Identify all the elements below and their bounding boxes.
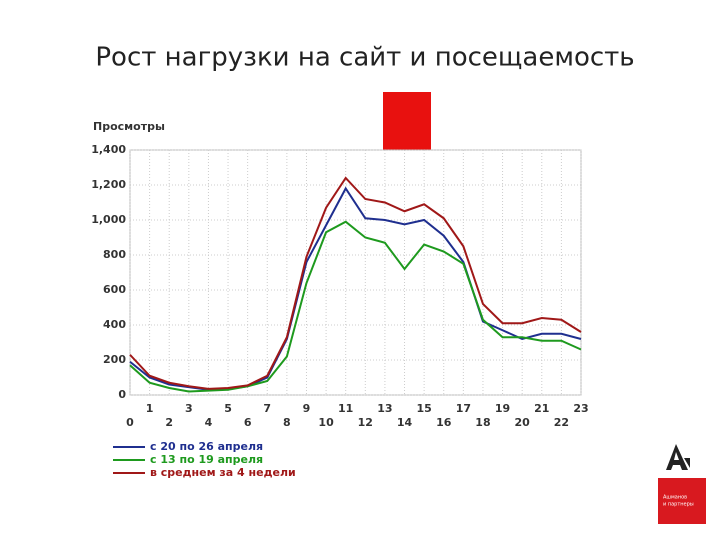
- x-tick-label: 0: [126, 416, 134, 429]
- logo-text: Ашманов: [663, 495, 687, 501]
- y-tick-label: 200: [103, 353, 126, 366]
- y-tick-label: 600: [103, 283, 126, 296]
- logo-box: [658, 478, 706, 524]
- x-tick-label: 15: [416, 402, 431, 415]
- x-tick-label: 13: [377, 402, 392, 415]
- plot-area: [129, 149, 582, 396]
- y-tick-label: 1,200: [91, 178, 126, 191]
- x-tick-label: 19: [495, 402, 510, 415]
- x-tick-label: 10: [318, 416, 334, 429]
- x-tick-label: 22: [554, 416, 569, 429]
- legend-label: в среднем за 4 недели: [150, 466, 296, 479]
- series-line: [129, 176, 582, 390]
- legend-label: с 20 по 26 апреля: [150, 440, 263, 453]
- x-tick-label: 3: [185, 402, 193, 415]
- legend-label: с 13 по 19 апреля: [150, 453, 263, 466]
- series-line: [129, 220, 582, 393]
- x-tick-label: 18: [475, 416, 490, 429]
- x-tick-label: 4: [205, 416, 213, 429]
- logo-text: и партнеры: [663, 502, 694, 508]
- x-tick-label: 7: [263, 402, 271, 415]
- x-tick-label: 5: [224, 402, 232, 415]
- y-tick-label: 0: [118, 388, 126, 401]
- slide-title: Рост нагрузки на сайт и посещаемость: [95, 43, 634, 73]
- y-tick-label: 400: [103, 318, 126, 331]
- y-tick-label: 1,400: [91, 143, 126, 156]
- x-tick-label: 20: [515, 416, 531, 429]
- x-tick-label: 12: [358, 416, 373, 429]
- x-tick-label: 2: [165, 416, 173, 429]
- x-tick-label: 9: [303, 402, 311, 415]
- y-axis-label: Просмотры: [93, 120, 165, 133]
- y-tick-label: 1,000: [91, 213, 126, 226]
- x-tick-label: 14: [397, 416, 413, 429]
- x-tick-label: 1: [146, 402, 154, 415]
- x-tick-label: 23: [573, 402, 588, 415]
- x-tick-label: 17: [456, 402, 471, 415]
- plot: 02004006008001,0001,2001,400012345678910…: [91, 143, 588, 479]
- x-tick-label: 21: [534, 402, 549, 415]
- x-tick-label: 11: [338, 402, 353, 415]
- logo-icon: [666, 444, 690, 470]
- x-tick-label: 6: [244, 416, 252, 429]
- y-tick-label: 800: [103, 248, 126, 261]
- x-tick-label: 8: [283, 416, 291, 429]
- x-tick-label: 16: [436, 416, 452, 429]
